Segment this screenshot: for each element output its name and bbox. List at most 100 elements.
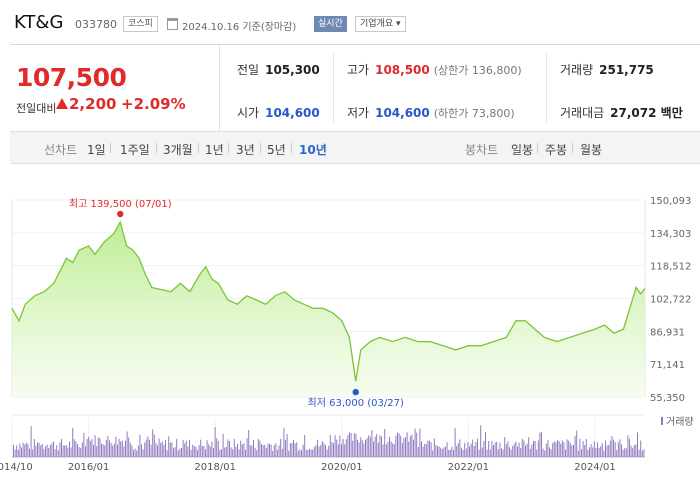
- volume-bar: [640, 440, 642, 457]
- volume-bar: [621, 444, 622, 457]
- volume-bar: [245, 449, 246, 457]
- volume-bar: [197, 450, 198, 457]
- volume-bar: [315, 445, 317, 457]
- volume-bar: [248, 430, 250, 457]
- volume-bar: [17, 449, 19, 457]
- volume-bar: [45, 446, 46, 457]
- stat-high: 고가 108,500 (상한가 136,800): [347, 61, 522, 78]
- volume-bar: [182, 439, 184, 457]
- volume-bar: [363, 443, 365, 457]
- volume-bar: [365, 439, 366, 457]
- volume-bar: [96, 446, 98, 457]
- tab-separator: [156, 143, 157, 153]
- volume-bar: [129, 443, 131, 457]
- volume-bar: [357, 439, 358, 457]
- volume-bar: [577, 450, 579, 457]
- volume-bar: [445, 446, 446, 457]
- volume-bar: [539, 432, 541, 457]
- tab-3y[interactable]: 3년: [236, 143, 255, 157]
- volume-bar: [605, 440, 606, 457]
- volume-bar: [341, 444, 342, 457]
- y-tick-label: 134,303: [650, 229, 691, 240]
- tab-monthly-candle[interactable]: 월봉: [580, 143, 603, 157]
- volume-bar: [501, 448, 502, 457]
- volume-bar: [169, 442, 171, 457]
- volume-bar: [413, 439, 414, 457]
- volume-bar: [454, 428, 456, 457]
- volume-bar: [166, 450, 168, 457]
- volume-bar: [272, 450, 274, 457]
- volume-bar: [635, 444, 637, 457]
- volume-bar: [62, 445, 64, 457]
- volume-bar: [438, 446, 440, 457]
- volume-bar: [496, 441, 498, 457]
- tab-10y[interactable]: 10년: [299, 143, 327, 157]
- volume-bar: [43, 448, 45, 457]
- price-chart[interactable]: 150,093 134,303 118,512 102,722 86,931 71,141…: [0, 190, 700, 484]
- volume-bar: [486, 449, 488, 457]
- volume-bar: [373, 441, 374, 457]
- volume-bar: [27, 443, 29, 457]
- y-tick-label: 102,722: [650, 295, 691, 306]
- volume-bar: [105, 439, 107, 457]
- stat-prev-value: 105,300: [265, 63, 320, 77]
- volume-bar: [112, 445, 114, 457]
- tab-3m[interactable]: 3개월: [163, 143, 193, 157]
- volume-bar: [622, 449, 624, 457]
- volume-bar: [57, 450, 59, 457]
- volume-bar: [550, 449, 552, 457]
- volume-bar: [525, 445, 526, 457]
- volume-bar: [21, 447, 22, 457]
- volume-bar: [387, 441, 389, 457]
- price-chart-svg: 150,093 134,303 118,512 102,722 86,931 71,141…: [0, 196, 694, 473]
- volume-bar: [142, 449, 144, 457]
- tab-5y[interactable]: 5년: [267, 143, 286, 157]
- volume-bar: [253, 439, 254, 457]
- tab-1w[interactable]: 1주일: [120, 143, 150, 157]
- volume-bar: [355, 433, 357, 457]
- stat-low-value: 104,600: [375, 106, 430, 120]
- volume-bar: [505, 443, 507, 457]
- volume-bar: [494, 442, 496, 457]
- volume-bar: [513, 443, 515, 457]
- volume-bar: [547, 440, 549, 457]
- company-overview-dropdown[interactable]: 기업개요 ▾: [355, 16, 406, 32]
- volume-bar: [446, 442, 448, 457]
- volume-bar: [216, 438, 218, 457]
- volume-bar: [235, 446, 237, 457]
- y-tick-label: 150,093: [650, 196, 691, 207]
- volume-bar: [160, 442, 162, 457]
- volume-bar: [595, 447, 597, 457]
- up-triangle-icon: [56, 98, 68, 109]
- volume-bar: [541, 431, 542, 457]
- volume-bar: [406, 432, 408, 457]
- tab-weekly-candle[interactable]: 주봉: [545, 143, 568, 157]
- volume-bar: [22, 442, 24, 457]
- volume-bar: [288, 450, 290, 457]
- price-summary: 107,500 전일대비 2,200 +2.09%: [10, 45, 220, 131]
- volume-bar: [491, 440, 493, 457]
- volume-bar: [192, 444, 194, 457]
- market-badge: 코스피: [123, 16, 158, 32]
- volume-bar: [411, 434, 413, 457]
- volume-bar: [54, 449, 56, 457]
- volume-bar: [617, 442, 619, 457]
- volume-bar: [278, 445, 280, 457]
- realtime-button[interactable]: 실시간: [314, 16, 347, 32]
- volume-bar: [209, 446, 211, 457]
- volume-bar: [397, 432, 398, 457]
- volume-bar: [589, 447, 590, 457]
- volume-bar: [625, 448, 627, 457]
- tab-1y[interactable]: 1년: [205, 143, 224, 157]
- volume-bar: [59, 442, 61, 457]
- volume-bar: [504, 437, 506, 457]
- volume-bar: [409, 436, 411, 457]
- volume-bar: [435, 445, 437, 457]
- volume-bar: [229, 441, 230, 457]
- tab-daily-candle[interactable]: 일봉: [511, 143, 534, 157]
- volume-legend-label: 거래량: [666, 416, 694, 428]
- volume-bar: [488, 440, 490, 457]
- volume-bar: [533, 440, 534, 457]
- volume-bar: [389, 436, 390, 457]
- tab-1d[interactable]: 1일: [87, 143, 106, 157]
